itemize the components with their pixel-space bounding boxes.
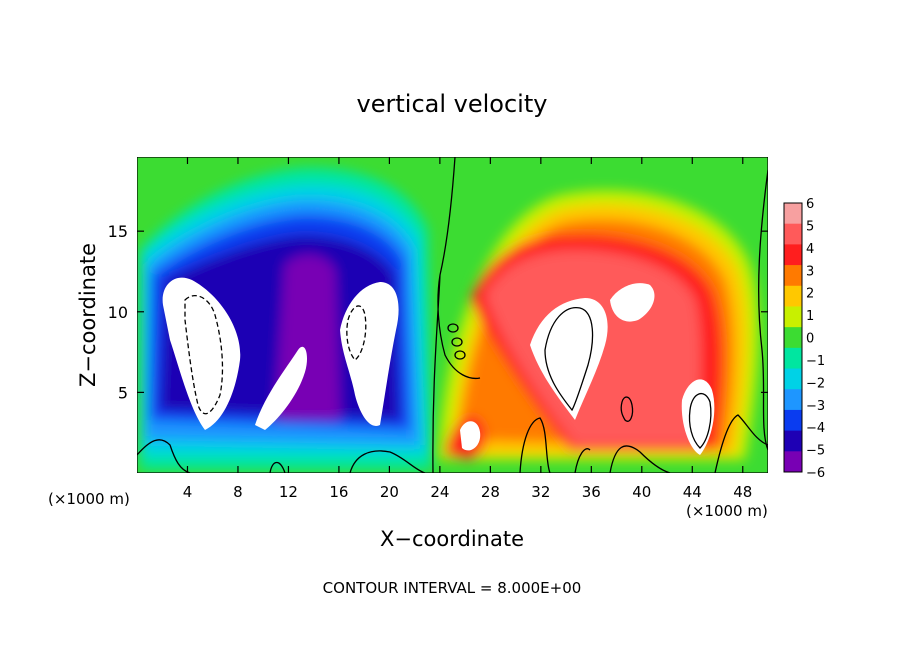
colorbar-label: 3 bbox=[806, 264, 814, 279]
colorbar-swatch bbox=[784, 244, 802, 266]
downdraft-core-3 bbox=[340, 282, 399, 426]
colorbar-label: −2 bbox=[806, 376, 825, 391]
x-tick-label: 36 bbox=[582, 483, 601, 501]
colorbar-label: 0 bbox=[806, 332, 814, 347]
colorbar-swatch bbox=[784, 223, 802, 245]
colorbar-swatch bbox=[784, 389, 802, 411]
colorbar-swatch bbox=[784, 285, 802, 307]
colorbar-label: 4 bbox=[806, 242, 814, 257]
y-tick-label: 10 bbox=[108, 303, 128, 322]
x-tick-label: 44 bbox=[683, 483, 702, 501]
x-tick-label: 4 bbox=[183, 483, 193, 501]
chart-title: vertical velocity bbox=[357, 90, 548, 118]
negative-contour-2 bbox=[346, 305, 367, 361]
colorbar-swatch bbox=[784, 430, 802, 452]
zero-contour-surface bbox=[137, 414, 768, 473]
x-unit-right: (×1000 m) bbox=[686, 502, 768, 520]
colorbar-swatch bbox=[784, 306, 802, 328]
x-tick-label: 12 bbox=[279, 483, 298, 501]
colorbar: 6 5 4 3 2 1 0 −1 −2 −3 −4 −5 −6 bbox=[783, 197, 825, 481]
updraft-core-4 bbox=[460, 421, 481, 451]
colorbar-label: −1 bbox=[806, 354, 825, 369]
contours bbox=[137, 157, 768, 473]
x-tick-label: 8 bbox=[233, 483, 243, 501]
zero-contour-right bbox=[758, 169, 768, 451]
colorbar-swatch bbox=[784, 451, 802, 473]
cores bbox=[162, 277, 715, 455]
colorbar-label: −4 bbox=[806, 421, 825, 436]
updraft-core-2 bbox=[610, 283, 655, 322]
colorbar-swatch bbox=[784, 368, 802, 390]
colorbar-swatch bbox=[784, 203, 802, 225]
cell-loops bbox=[447, 323, 466, 360]
x-tick-label: 32 bbox=[531, 483, 550, 501]
x-tick-label: 48 bbox=[733, 483, 752, 501]
colorbar-label: 1 bbox=[806, 309, 814, 324]
contour-interval-note: CONTOUR INTERVAL = 8.000E+00 bbox=[323, 579, 582, 597]
negative-contour-1 bbox=[184, 295, 224, 415]
x-tick-label: 24 bbox=[430, 483, 449, 501]
colorbar-swatch bbox=[784, 347, 802, 370]
x-tick-label: 28 bbox=[481, 483, 500, 501]
x-tick-label: 16 bbox=[329, 483, 348, 501]
colorbar-frame bbox=[783, 202, 803, 473]
updraft-core-3 bbox=[681, 379, 715, 455]
colorbar-label: 2 bbox=[806, 287, 814, 302]
x-tick-label: 20 bbox=[380, 483, 399, 501]
downdraft-core-1 bbox=[162, 277, 241, 430]
colorbar-label: −5 bbox=[806, 444, 825, 459]
downdraft-core-2 bbox=[255, 346, 308, 430]
colorbar-label: 5 bbox=[806, 219, 814, 234]
x-axis: 4 8 12 16 20 24 28 32 36 40 44 48 bbox=[183, 157, 752, 501]
x-axis-label: X−coordinate bbox=[380, 527, 524, 551]
y-axis-label: Z−coordinate bbox=[76, 243, 100, 387]
colorbar-label: 6 bbox=[806, 197, 814, 212]
positive-contour-mid bbox=[620, 396, 634, 422]
y-axis: 5 10 15 bbox=[108, 222, 768, 402]
colorbar-swatch bbox=[784, 327, 802, 349]
colorbar-swatch bbox=[784, 409, 802, 432]
positive-contour-small bbox=[688, 392, 712, 449]
plot-area bbox=[137, 157, 768, 473]
colorbar-label: −6 bbox=[806, 466, 825, 481]
positive-contour-core bbox=[544, 307, 594, 412]
colorbar-swatch bbox=[784, 265, 802, 287]
colorbar-label: −3 bbox=[806, 399, 825, 414]
x-tick-label: 40 bbox=[632, 483, 651, 501]
zero-contour-main bbox=[432, 157, 481, 473]
y-tick-label: 5 bbox=[118, 383, 128, 402]
updraft-core-1 bbox=[530, 298, 608, 420]
y-tick-label: 15 bbox=[108, 222, 128, 241]
x-unit-left: (×1000 m) bbox=[48, 490, 130, 508]
